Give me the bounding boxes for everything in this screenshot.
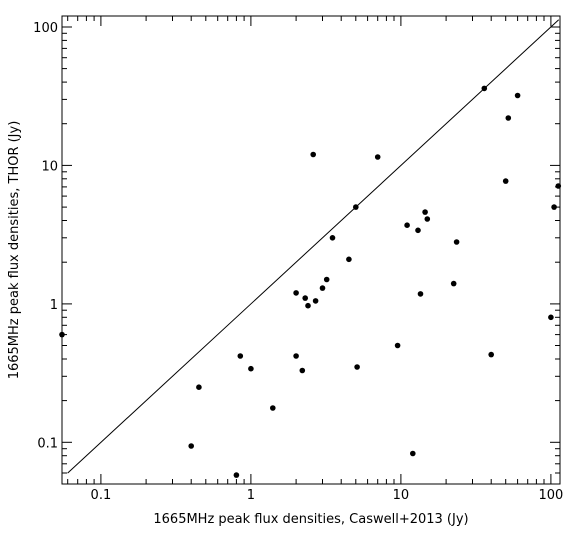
data-point [237, 353, 244, 359]
y-tick-label: 0.1 [37, 436, 58, 451]
data-point [394, 342, 401, 349]
data-point [293, 290, 299, 296]
data-point [329, 235, 336, 241]
x-axis-label: 1665MHz peak flux densities, Caswell+201… [153, 512, 468, 527]
data-point [374, 154, 381, 160]
data-point [293, 353, 299, 359]
data-point [312, 298, 319, 304]
data-point [302, 295, 309, 301]
x-tick-label: 10 [393, 488, 410, 503]
data-point [548, 314, 554, 321]
data-point [270, 405, 276, 411]
data-point [417, 291, 424, 297]
data-point [502, 178, 509, 184]
data-point [551, 204, 557, 210]
data-point [410, 450, 416, 457]
data-point [450, 280, 457, 287]
x-tick-label: 1 [247, 488, 255, 503]
data-point [346, 256, 352, 263]
data-point [514, 92, 521, 99]
y-tick-label: 10 [41, 159, 58, 174]
data-point [188, 443, 194, 449]
data-point [404, 222, 410, 228]
data-point [196, 384, 202, 391]
x-tick-label: 100 [538, 488, 563, 503]
plot-frame [61, 15, 561, 485]
data-point [323, 276, 330, 283]
identity-line-group [67, 19, 560, 474]
data-point [248, 365, 254, 372]
data-point [415, 227, 421, 234]
data-point [422, 209, 428, 215]
x-tick-label: 0.1 [91, 488, 112, 503]
data-point [299, 367, 306, 374]
data-point [233, 472, 240, 478]
data-point [488, 351, 495, 358]
data-point [353, 204, 359, 210]
data-point [310, 151, 317, 158]
data-point [354, 364, 360, 370]
data-point [319, 285, 326, 291]
axis-ticks: 0.1 1 10 100 0.1 1 10 100 [33, 16, 563, 503]
data-point [505, 115, 512, 121]
y-tick-label: 100 [33, 21, 58, 36]
y-axis-label: 1665MHz peak flux densities, THOR (Jy) [7, 121, 22, 380]
data-point [453, 239, 460, 245]
data-points [59, 85, 562, 478]
data-point [305, 302, 311, 309]
y-tick-label: 1 [50, 298, 58, 313]
identity-line [67, 19, 560, 474]
data-point [424, 216, 431, 222]
data-point [481, 85, 488, 92]
data-point [555, 183, 562, 189]
